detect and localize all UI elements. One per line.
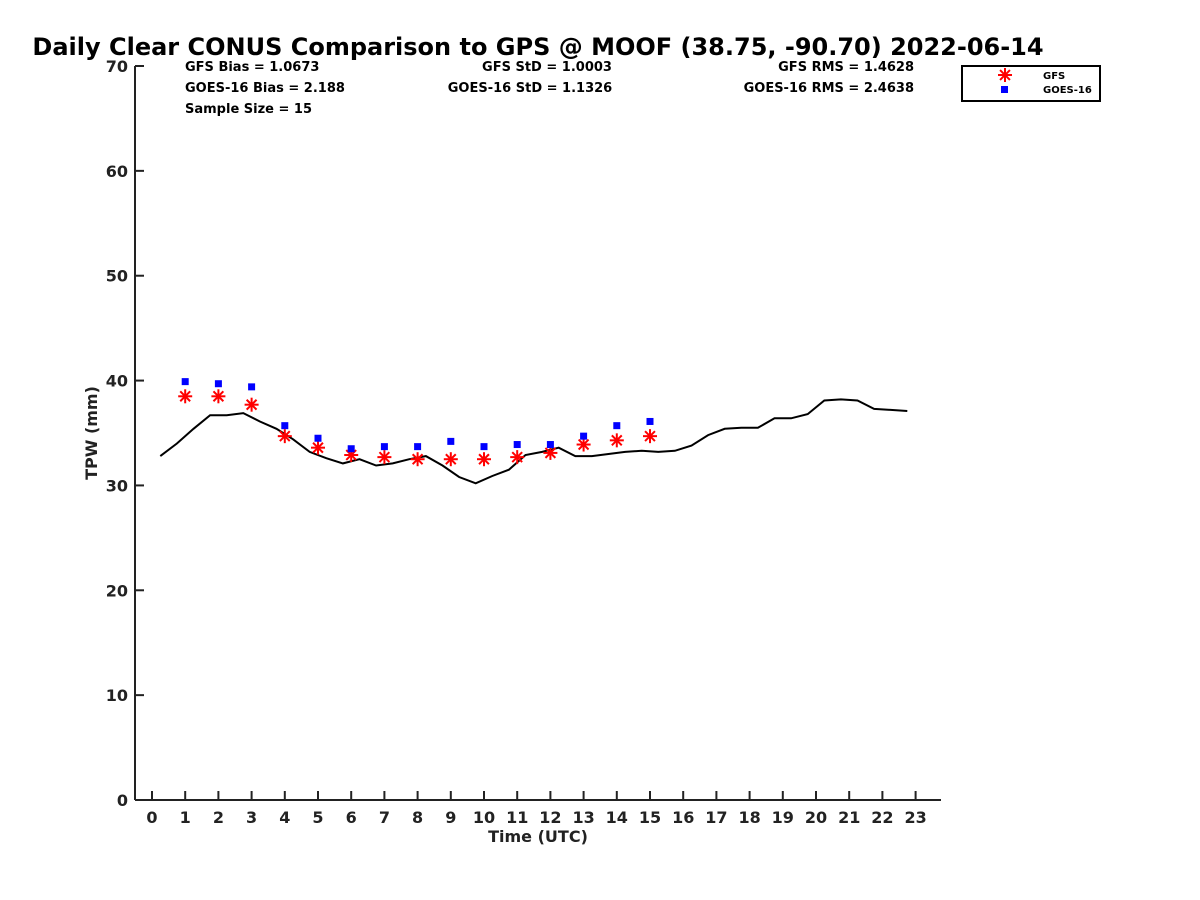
y-tick-label: 40: [106, 372, 128, 391]
goes16-point: [281, 422, 289, 430]
gfs-point: [277, 429, 292, 444]
series-layer: [159, 378, 908, 485]
goes16-point: [480, 443, 488, 451]
x-tick-label: 7: [379, 808, 390, 827]
x-tick-label: 21: [838, 808, 860, 827]
gfs-point: [576, 437, 591, 452]
x-tick-label: 20: [805, 808, 827, 827]
goes16-point: [646, 417, 654, 425]
goes-std-text: GOES-16 StD = 1.1326: [448, 81, 612, 96]
goes16-point: [314, 434, 322, 442]
goes16-point: [580, 432, 588, 440]
goes16-point: [181, 378, 189, 386]
x-tick-label: 16: [672, 808, 694, 827]
gfs-point: [609, 433, 624, 448]
x-tick-label: 11: [506, 808, 528, 827]
gfs-point: [477, 452, 491, 467]
x-tick-label: 8: [412, 808, 423, 827]
x-axis-label: Time (UTC): [488, 827, 588, 846]
x-tick-label: 14: [606, 808, 628, 827]
goes16-point: [380, 443, 388, 451]
y-tick-label: 60: [106, 162, 128, 181]
gfs-rms-text: GFS RMS = 1.4628: [778, 60, 914, 75]
goes16-point: [613, 422, 621, 430]
goes-bias-text: GOES-16 Bias = 2.188: [185, 81, 345, 96]
gfs-point: [543, 445, 558, 460]
gfs-point: [211, 389, 226, 404]
x-tick-label: 19: [772, 808, 794, 827]
legend-gfs-marker: [998, 68, 1012, 82]
series-line-gps: [159, 398, 908, 485]
goes16-point: [347, 445, 355, 453]
goes16-point: [546, 441, 554, 449]
axes: [134, 66, 941, 801]
y-tick-label: 50: [106, 267, 128, 286]
x-tick-label: 17: [705, 808, 727, 827]
x-tick-label: 15: [639, 808, 661, 827]
gfs-point: [510, 450, 525, 465]
x-tick-label: 4: [279, 808, 290, 827]
x-tick-label: 23: [904, 808, 926, 827]
goes16-point: [414, 443, 422, 451]
x-tick-label: 9: [445, 808, 456, 827]
gfs-point: [643, 429, 657, 444]
goes16-point: [248, 383, 256, 391]
x-tick-label: 2: [213, 808, 224, 827]
x-tick-label: 12: [539, 808, 561, 827]
x-tick-label: 18: [738, 808, 760, 827]
x-tick-label: 0: [146, 808, 157, 827]
gfs-point: [443, 452, 458, 467]
legend-goes-label: GOES-16: [1043, 85, 1092, 96]
x-tick-label: 22: [871, 808, 893, 827]
x-ticks: 0 1 2 3 4 5 6 7 8 9 10 11 12 13 14 15 16 17 18 19 20 21 22 23: [146, 791, 927, 827]
gfs-std-text: GFS StD = 1.0003: [482, 60, 612, 75]
goes-rms-text: GOES-16 RMS = 2.4638: [744, 81, 914, 96]
chart-title: Daily Clear CONUS Comparison to GPS @ MO…: [32, 33, 1043, 61]
legend: GFS GOES-16: [961, 65, 1101, 102]
goes16-point: [214, 380, 222, 388]
y-tick-label: 70: [106, 57, 128, 76]
goes16-point: [513, 441, 521, 449]
x-tick-label: 6: [346, 808, 357, 827]
y-ticks: 0 10 20 30 40 50 60 70: [106, 57, 144, 810]
y-tick-label: 20: [106, 581, 128, 600]
x-tick-label: 1: [180, 808, 191, 827]
legend-gfs-label: GFS: [1043, 71, 1065, 82]
gfs-point: [410, 452, 425, 467]
x-tick-label: 10: [473, 808, 495, 827]
x-tick-label: 5: [312, 808, 323, 827]
legend-gfs-asterisk: [998, 68, 1012, 82]
y-tick-label: 30: [106, 476, 128, 495]
x-tick-label: 13: [572, 808, 594, 827]
goes16-point: [447, 437, 455, 445]
gfs-point: [178, 389, 193, 404]
sample-size-text: Sample Size = 15: [185, 102, 312, 117]
y-tick-label: 10: [106, 686, 128, 705]
legend-goes-marker: [1001, 86, 1008, 93]
legend-box: [961, 65, 1101, 102]
gfs-point: [311, 440, 325, 455]
y-axis-label: TPW (mm): [82, 386, 101, 480]
gfs-point: [244, 397, 259, 412]
gfs-point: [377, 450, 392, 465]
x-tick-label: 3: [246, 808, 257, 827]
y-tick-label: 0: [117, 791, 128, 810]
gfs-bias-text: GFS Bias = 1.0673: [185, 60, 319, 75]
